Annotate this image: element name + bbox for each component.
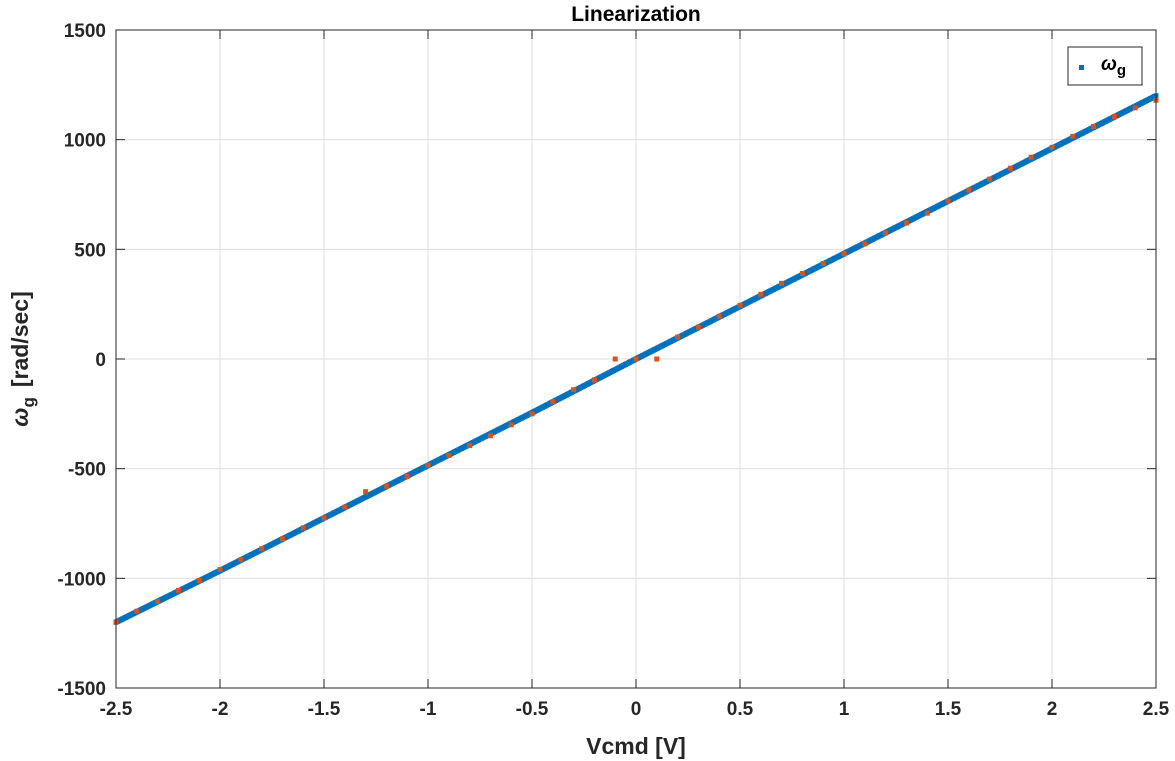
data-point (799, 270, 805, 276)
data-point (446, 453, 452, 459)
x-tick-label: 1.5 (935, 699, 962, 720)
data-point (591, 377, 597, 383)
x-tick-label: -2 (212, 699, 229, 720)
legend-entry-symbol: ω (1101, 54, 1117, 75)
data-point (966, 187, 972, 193)
data-point (383, 483, 389, 489)
data-point (987, 176, 993, 182)
data-point (903, 220, 909, 226)
data-point (508, 422, 514, 428)
data-point (487, 433, 493, 439)
y-tick-label: -1000 (57, 569, 106, 590)
data-point (633, 356, 639, 362)
chart-title: Linearization (571, 3, 701, 26)
data-point (758, 291, 764, 297)
data-point (217, 567, 223, 573)
data-point (1111, 114, 1117, 120)
data-point (467, 443, 473, 449)
legend-entry: ωg (1101, 54, 1126, 79)
data-point (321, 515, 327, 521)
y-axis-label-subscript: g (19, 397, 38, 407)
x-tick-label: -1.5 (308, 699, 341, 720)
x-tick-label: 0.5 (727, 699, 754, 720)
data-point (654, 356, 660, 362)
data-point (716, 313, 722, 319)
data-point (196, 578, 202, 584)
data-point (571, 387, 577, 393)
data-point (1132, 105, 1138, 111)
x-tick-label: -1 (420, 699, 437, 720)
data-point (1007, 165, 1013, 171)
x-tick-label: 2.5 (1143, 699, 1170, 720)
y-tick-label: 500 (74, 240, 106, 261)
data-point (1028, 154, 1034, 160)
data-point (155, 598, 161, 604)
data-point (529, 411, 535, 417)
data-point (550, 399, 556, 405)
legend-marker-icon (1079, 65, 1084, 70)
x-tick-label: 0 (631, 699, 642, 720)
data-point (1070, 133, 1076, 139)
series-omega-g (113, 93, 1159, 625)
data-point (924, 210, 930, 216)
data-point (279, 536, 285, 542)
data-point (1091, 124, 1097, 130)
y-tick-label: 1500 (64, 21, 106, 42)
x-tick-label: 2 (1047, 699, 1058, 720)
data-point (883, 230, 889, 236)
data-point (612, 356, 618, 362)
x-tick-label: -2.5 (100, 699, 133, 720)
data-point (779, 280, 785, 286)
data-point (820, 261, 826, 267)
data-point (300, 525, 306, 531)
y-tick-label: 0 (95, 350, 106, 371)
data-point (945, 198, 951, 204)
x-tick-label: -0.5 (516, 699, 549, 720)
x-axis-label: Vcmd [V] (586, 733, 686, 759)
x-tick-label: 1 (839, 699, 850, 720)
legend-entry-subscript: g (1117, 62, 1126, 79)
data-point (259, 546, 265, 552)
data-point (175, 587, 181, 593)
data-point (862, 241, 868, 247)
data-point (425, 462, 431, 468)
y-axis-label-symbol: ω (7, 408, 33, 427)
y-axis-label-unit: [rad/sec] (7, 291, 33, 387)
data-point (404, 473, 410, 479)
y-tick-label: -500 (68, 460, 106, 481)
legend: ωg (1067, 46, 1143, 86)
data-point (695, 324, 701, 330)
y-tick-label: -1500 (57, 679, 106, 700)
data-point (238, 557, 244, 563)
data-point (1049, 144, 1055, 150)
data-point (363, 489, 369, 495)
y-tick-label: 1000 (64, 131, 106, 152)
ticks: -2.5 -2 -1.5 -1 -0.5 0 0.5 1 1.5 2 2.5 -1500 -1000 -5… (57, 21, 1169, 720)
data-point (342, 504, 348, 510)
data-point (737, 302, 743, 308)
data-point (134, 608, 140, 614)
data-point (675, 334, 681, 340)
y-axis-label: ωg [rad/sec] (7, 291, 38, 426)
data-point (841, 251, 847, 257)
series-layer (113, 93, 1159, 625)
